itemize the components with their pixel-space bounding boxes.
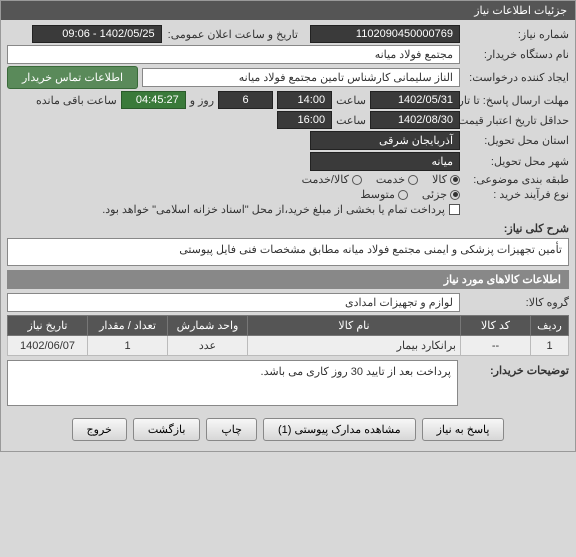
items-table: ردیف کد کالا نام کالا واحد شمارش تعداد /… [7, 315, 569, 356]
table-row[interactable]: 1 -- برانکارد بیمار عدد 1 1402/06/07 [8, 336, 569, 356]
need-number-label: شماره نیاز: [464, 28, 569, 41]
radio-service[interactable]: خدمت [376, 173, 418, 186]
respond-button[interactable]: پاسخ به نیاز [422, 418, 505, 441]
city-label: شهر محل تحویل: [464, 155, 569, 168]
category-radio-group: کالا خدمت کالا/خدمت [302, 173, 460, 186]
th-row: ردیف [531, 316, 569, 336]
city-value: میانه [310, 152, 460, 171]
cell-rownum: 1 [531, 336, 569, 356]
validity-date: 1402/08/30 [370, 111, 460, 129]
back-button[interactable]: بازگشت [133, 418, 201, 441]
print-button[interactable]: چاپ [206, 418, 257, 441]
time-remaining: 04:45:27 [121, 91, 186, 109]
th-code: کد کالا [461, 316, 531, 336]
group-value: لوازم و تجهیزات امدادی [7, 293, 460, 312]
items-section-header: اطلاعات کالاهای مورد نیاز [7, 270, 569, 289]
panel-title: جزئیات اطلاعات نیاز [1, 1, 575, 20]
radio-goods-service[interactable]: کالا/خدمت [302, 173, 362, 186]
time-label-1: ساعت [336, 94, 366, 107]
reply-deadline-label: مهلت ارسال پاسخ: تا تاریخ: [464, 94, 569, 107]
days-remaining: 6 [218, 91, 273, 109]
public-announce-value: 1402/05/25 - 09:06 [32, 25, 162, 43]
buyer-notes-label: توضیحات خریدار: [464, 360, 569, 406]
buyer-org-label: نام دستگاه خریدار: [464, 48, 569, 61]
purchase-type-label: نوع فرآیند خرید : [464, 188, 569, 201]
buyer-notes-value: پرداخت بعد از تایید 30 روز کاری می باشد. [7, 360, 458, 406]
table-header-row: ردیف کد کالا نام کالا واحد شمارش تعداد /… [8, 316, 569, 336]
purchase-type-radio-group: جزئی متوسط [360, 188, 460, 201]
cell-code: -- [461, 336, 531, 356]
group-label: گروه کالا: [464, 296, 569, 309]
reply-date: 1402/05/31 [370, 91, 460, 109]
buyer-org-value: مجتمع فولاد میانه [7, 45, 460, 64]
category-label: طبقه بندی موضوعی: [464, 173, 569, 186]
radio-goods-service-label: کالا/خدمت [302, 173, 349, 186]
payment-note: پرداخت تمام یا بخشی از مبلغ خرید،از محل … [102, 203, 445, 216]
reply-time: 14:00 [277, 91, 332, 109]
need-details-panel: جزئیات اطلاعات نیاز شماره نیاز: 11020904… [0, 0, 576, 452]
need-number-value: 1102090450000769 [310, 25, 460, 43]
radio-goods[interactable]: کالا [432, 173, 460, 186]
radio-service-label: خدمت [376, 173, 405, 186]
radio-partial[interactable]: جزئی [422, 188, 460, 201]
requester-label: ایجاد کننده درخواست: [464, 71, 569, 84]
cell-name: برانکارد بیمار [248, 336, 461, 356]
validity-label: حداقل تاریخ اعتبار قیمت: تا تاریخ: [464, 114, 569, 127]
need-desc-label: شرح کلی نیاز: [464, 222, 569, 235]
cell-date: 1402/06/07 [8, 336, 88, 356]
time-label-2: ساعت [336, 114, 366, 127]
attachments-button[interactable]: مشاهده مدارک پیوستی (1) [263, 418, 416, 441]
button-bar: پاسخ به نیاز مشاهده مدارک پیوستی (1) چاپ… [1, 410, 575, 451]
treasury-checkbox[interactable] [449, 204, 460, 215]
th-name: نام کالا [248, 316, 461, 336]
radio-goods-label: کالا [432, 173, 447, 186]
th-unit: واحد شمارش [168, 316, 248, 336]
panel-content: شماره نیاز: 1102090450000769 تاریخ و ساع… [1, 20, 575, 410]
cell-unit: عدد [168, 336, 248, 356]
public-announce-label: تاریخ و ساعت اعلان عمومی: [166, 28, 298, 41]
cell-qty: 1 [88, 336, 168, 356]
need-desc-value: تأمین تجهیزات پزشکی و ایمنی مجتمع فولاد … [7, 238, 569, 266]
validity-time: 16:00 [277, 111, 332, 129]
th-qty: تعداد / مقدار [88, 316, 168, 336]
province-value: آذربایجان شرقی [310, 131, 460, 150]
radio-partial-label: جزئی [422, 188, 447, 201]
radio-medium-label: متوسط [360, 188, 395, 201]
contact-buyer-button[interactable]: اطلاعات تماس خریدار [7, 66, 138, 89]
remain-label: ساعت باقی مانده [36, 94, 117, 107]
days-and-label: روز و [190, 94, 214, 107]
province-label: استان محل تحویل: [464, 134, 569, 147]
radio-medium[interactable]: متوسط [360, 188, 408, 201]
requester-value: الناز سلیمانی کارشناس تامین مجتمع فولاد … [142, 68, 460, 87]
exit-button[interactable]: خروج [72, 418, 127, 441]
th-date: تاریخ نیاز [8, 316, 88, 336]
